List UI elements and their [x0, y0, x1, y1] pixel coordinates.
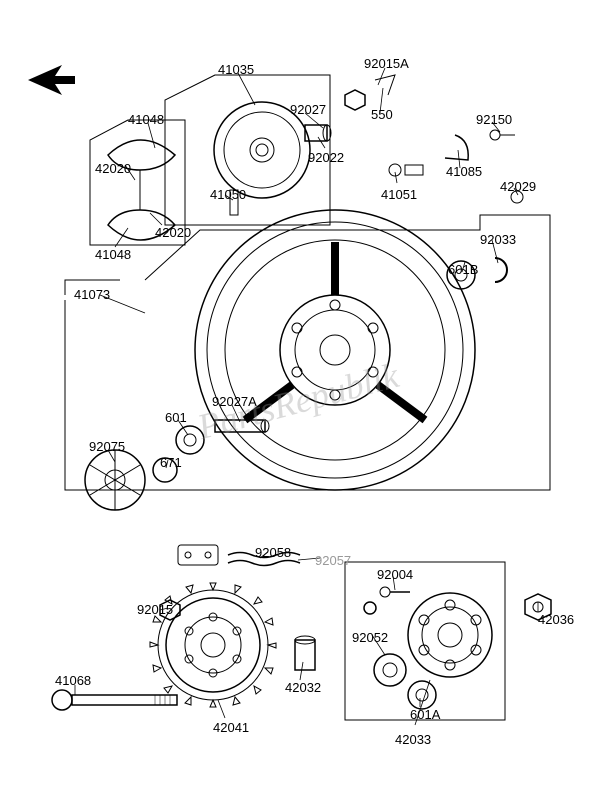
- part-label-601B: 601B: [448, 262, 478, 277]
- wheel-group: [195, 210, 475, 490]
- part-label-92022: 92022: [308, 150, 344, 165]
- part-label-601A: 601A: [410, 707, 440, 722]
- part-label-42032: 42032: [285, 680, 321, 695]
- part-label-41048: 41048: [95, 247, 131, 262]
- part-label-41073: 41073: [74, 287, 110, 302]
- hub-group: [408, 593, 492, 677]
- part-label-92057: 92057: [315, 553, 351, 568]
- axle-group: [52, 690, 177, 710]
- part-label-92015: 92015: [137, 602, 173, 617]
- part-label-42029: 42029: [500, 179, 536, 194]
- part-label-41051: 41051: [381, 187, 417, 202]
- part-label-41035: 41035: [218, 62, 254, 77]
- part-label-92027A: 92027A: [212, 394, 257, 409]
- part-label-42033: 42033: [395, 732, 431, 747]
- part-label-92058: 92058: [255, 545, 291, 560]
- part-label-41050: 41050: [210, 187, 246, 202]
- part-label-92150: 92150: [476, 112, 512, 127]
- part-label-42036: 42036: [538, 612, 574, 627]
- part-label-92015A: 92015A: [364, 56, 409, 71]
- part-label-671: 671: [160, 455, 182, 470]
- part-label-42020: 42020: [155, 225, 191, 240]
- parts-diagram: PartsRepublik 4103592015A410489202755092…: [0, 0, 589, 799]
- part-label-92075: 92075: [89, 439, 125, 454]
- part-label-92004: 92004: [377, 567, 413, 582]
- part-label-550: 550: [371, 107, 393, 122]
- part-label-92033: 92033: [480, 232, 516, 247]
- part-label-41085: 41085: [446, 164, 482, 179]
- part-label-41068: 41068: [55, 673, 91, 688]
- part-label-601: 601: [165, 410, 187, 425]
- part-label-42041: 42041: [213, 720, 249, 735]
- part-label-42020: 42020: [95, 161, 131, 176]
- part-label-92052: 92052: [352, 630, 388, 645]
- nav-arrow: [28, 65, 75, 95]
- part-label-41048: 41048: [128, 112, 164, 127]
- part-label-92027: 92027: [290, 102, 326, 117]
